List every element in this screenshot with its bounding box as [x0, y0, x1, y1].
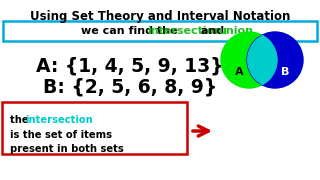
Text: B: B	[281, 67, 289, 77]
Text: the: the	[10, 115, 32, 125]
Text: intersection: intersection	[25, 115, 93, 125]
Text: B: {2, 5, 6, 8, 9}: B: {2, 5, 6, 8, 9}	[43, 78, 217, 97]
Circle shape	[221, 32, 277, 88]
Circle shape	[247, 32, 303, 88]
Text: and: and	[197, 26, 228, 36]
FancyBboxPatch shape	[2, 102, 187, 154]
Text: union: union	[218, 26, 253, 36]
Text: we can find the: we can find the	[81, 26, 181, 36]
Text: A: {1, 4, 5, 9, 13}: A: {1, 4, 5, 9, 13}	[36, 57, 224, 76]
Text: A: A	[235, 67, 243, 77]
Text: Using Set Theory and Interval Notation: Using Set Theory and Interval Notation	[30, 10, 290, 23]
Text: present in both sets: present in both sets	[10, 144, 124, 154]
Circle shape	[221, 32, 277, 88]
Text: intersection: intersection	[148, 26, 223, 36]
Text: is the set of items: is the set of items	[10, 130, 112, 140]
FancyBboxPatch shape	[3, 21, 317, 41]
